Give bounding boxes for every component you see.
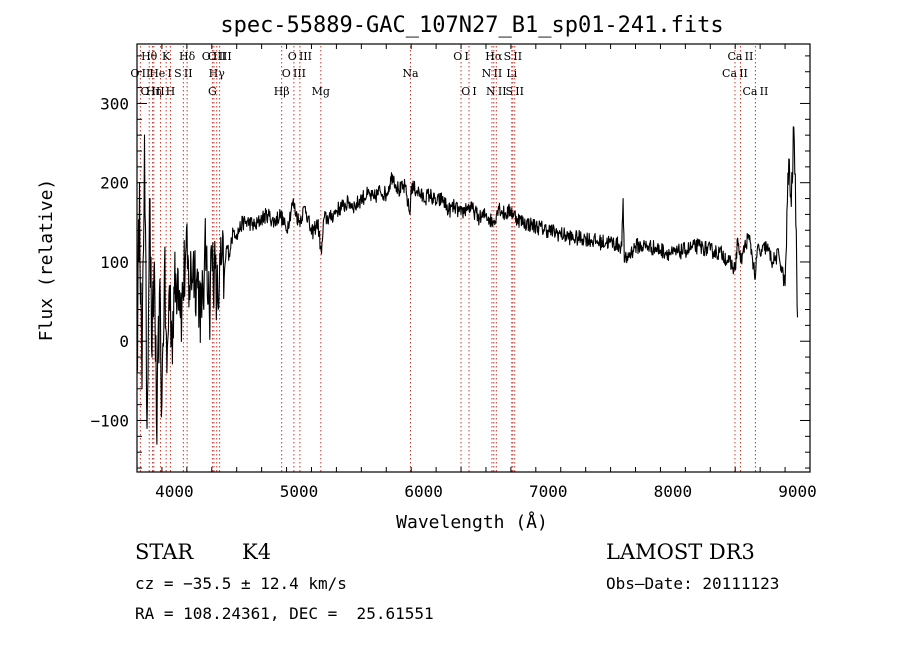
x-tick-label: 5000 — [280, 482, 319, 501]
spectral-line-label: O I — [461, 85, 477, 98]
spectral-line-label: O III — [207, 50, 231, 63]
spectral-line-label: Ca II — [722, 67, 748, 80]
spectral-line-label: Ca II — [728, 50, 754, 63]
spectral-line-label: Hγ — [209, 67, 226, 80]
spectral-line-label: Hδ — [179, 50, 196, 63]
spectral-line-label: O III — [282, 67, 306, 80]
y-axis-label: Flux (relative) — [36, 179, 57, 342]
redshift-cz: cz = −35.5 ± 12.4 km/s — [135, 574, 347, 593]
plot-frame — [136, 43, 811, 473]
spectral-line-label: O III — [140, 85, 164, 98]
spectral-line-label: O II — [130, 67, 150, 80]
spectral-line-label: O I — [453, 50, 469, 63]
survey-name: LAMOST DR3 — [606, 540, 755, 564]
spectral-line-label: K — [162, 50, 171, 63]
object-class: STAR — [135, 540, 194, 564]
spectral-line-label: N II — [482, 67, 503, 80]
x-tick-label: 6000 — [404, 482, 443, 501]
spectral-line-label: Hα — [485, 50, 503, 63]
spectral-line-label: H — [166, 85, 176, 98]
observation-date: Obs–Date: 20111123 — [606, 574, 780, 593]
chart-title: spec-55889-GAC_107N27_B1_sp01-241.fits — [220, 13, 723, 38]
y-tick-label: 200 — [100, 174, 129, 193]
sky-coordinates: RA = 108.24361, DEC = 25.61551 — [135, 604, 434, 623]
spectral-line-label: He I — [149, 67, 172, 80]
spectral-line-label: O III — [288, 50, 312, 63]
x-tick-label: 8000 — [654, 482, 693, 501]
spectral-line-label: O III — [202, 50, 226, 63]
y-tick-label: −100 — [90, 411, 129, 430]
spectral-line-label: Mg — [312, 85, 330, 98]
spectral-line-label: Li — [506, 67, 517, 80]
x-axis-label: Wavelength (Å) — [396, 511, 548, 533]
y-tick-label: 300 — [100, 94, 129, 113]
x-tick-label: 7000 — [529, 482, 568, 501]
object-subclass: K4 — [242, 540, 272, 564]
y-tick-label: 0 — [119, 332, 129, 351]
spectral-line-label: N II — [486, 85, 507, 98]
spectral-line-label: G — [208, 85, 217, 98]
x-tick-label: 9000 — [778, 482, 817, 501]
spectral-line-label: Hβ — [274, 85, 290, 98]
spectral-line-label: S II — [506, 85, 524, 98]
spectral-line-label: Hθ — [141, 50, 158, 63]
spectral-line-label: Ca II — [742, 85, 768, 98]
x-tick-label: 4000 — [155, 482, 194, 501]
spectral-line-label: S II — [504, 50, 522, 63]
spectral-line-label: S II — [174, 67, 192, 80]
spectral-line-label: Na — [402, 67, 419, 80]
spectrum-line — [136, 126, 799, 445]
spectral-line-label: Hη — [146, 85, 162, 98]
y-tick-label: 100 — [100, 253, 129, 272]
